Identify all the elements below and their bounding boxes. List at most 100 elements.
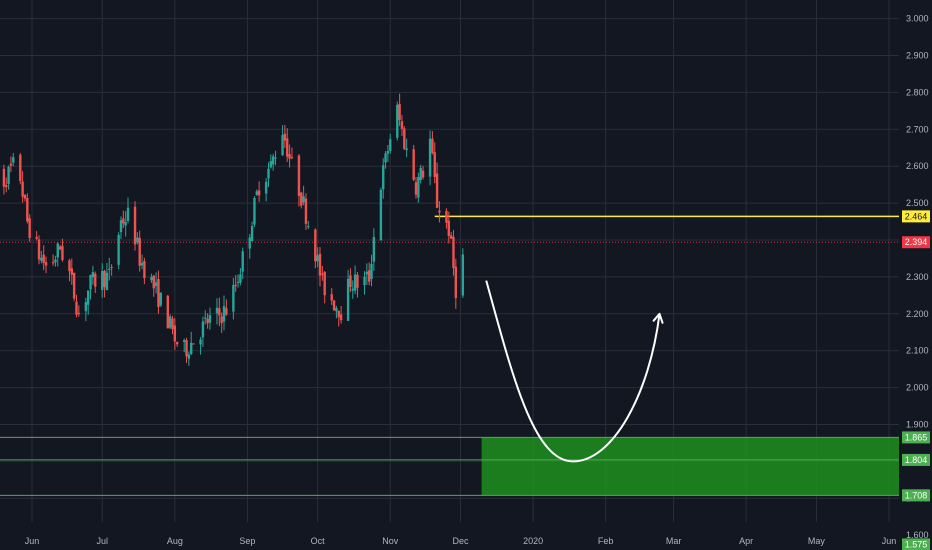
- projection-arrowhead: [652, 312, 664, 324]
- candle-body: [152, 275, 155, 289]
- candle-body: [454, 266, 458, 299]
- candle-body: [447, 220, 450, 236]
- x-tick-label: Mar: [666, 536, 682, 546]
- candle-body: [220, 316, 223, 324]
- candle-body: [190, 342, 193, 355]
- candle-body: [236, 281, 240, 283]
- candle-body: [419, 167, 422, 181]
- candle-body: [75, 301, 78, 315]
- demand-zone: [481, 437, 899, 496]
- candle-body: [201, 321, 205, 338]
- candle-body: [234, 284, 237, 286]
- candle-body: [40, 257, 43, 261]
- candle-body: [117, 234, 120, 265]
- candle-body: [42, 254, 45, 264]
- candle-body: [94, 273, 97, 287]
- x-tick-label: Aug: [167, 536, 183, 546]
- price-tag: [902, 236, 930, 249]
- price-tag-label: 1.575: [905, 539, 928, 549]
- candle-body: [384, 153, 387, 163]
- candle-body: [103, 270, 106, 288]
- candle-body: [44, 262, 48, 266]
- price-tag-label: 2.464: [905, 211, 928, 221]
- candle-body: [349, 275, 352, 288]
- candle-body: [77, 312, 81, 315]
- candle-body: [124, 222, 127, 226]
- candle-body: [119, 220, 123, 233]
- candle-body: [126, 207, 130, 222]
- candle-body: [105, 272, 109, 290]
- candle-body: [400, 121, 404, 129]
- candle-body: [218, 308, 221, 316]
- candle-body: [9, 163, 13, 166]
- candle-body: [300, 192, 303, 206]
- candle-body: [414, 182, 418, 195]
- candle-body: [171, 318, 174, 330]
- candle-body: [363, 276, 366, 286]
- candle-body: [136, 237, 139, 243]
- price-axis[interactable]: [899, 0, 932, 522]
- candle-body: [431, 138, 434, 154]
- candle-body: [26, 197, 29, 222]
- candle-body: [449, 235, 453, 239]
- candle-body: [173, 325, 177, 342]
- price-tags: 2.464 2.394 1.865 1.804 1.708 1.575: [902, 210, 930, 550]
- candle-body: [159, 292, 162, 306]
- candle-body: [396, 104, 399, 138]
- candle-body: [314, 229, 317, 262]
- candle-body: [232, 285, 235, 312]
- candle-body: [389, 139, 392, 151]
- candle-body: [382, 165, 385, 190]
- candle-body: [140, 262, 144, 266]
- price-tag: [902, 538, 930, 550]
- y-tick-label: 2.600: [906, 161, 929, 171]
- candle-body: [7, 166, 10, 185]
- candle-body: [386, 151, 390, 154]
- candle-body: [257, 190, 261, 196]
- projection-curve: [485, 280, 661, 463]
- candle-body: [89, 274, 92, 290]
- candle-body: [143, 261, 146, 279]
- candle-body: [110, 266, 113, 268]
- candle-body: [168, 316, 172, 328]
- candle-body: [438, 210, 441, 213]
- candle-body: [316, 255, 319, 262]
- candle-body: [138, 237, 141, 266]
- candle-body: [461, 254, 465, 296]
- candle-body: [23, 194, 27, 199]
- candle-body: [86, 290, 90, 305]
- y-tick-label: 2.700: [906, 124, 929, 134]
- candle-body: [435, 173, 439, 208]
- candle-body: [267, 168, 270, 179]
- y-tick-label: 2.100: [906, 346, 929, 356]
- candle-body: [403, 128, 406, 149]
- x-tick-label: Jul: [96, 536, 108, 546]
- candle-body: [222, 306, 226, 322]
- candle-body: [204, 317, 207, 319]
- x-tick-label: Feb: [598, 536, 614, 546]
- candle-body: [321, 273, 324, 275]
- candle-body: [250, 226, 254, 242]
- candle-body: [398, 103, 401, 120]
- candle-body: [58, 246, 62, 250]
- x-tick-label: Jun: [882, 536, 897, 546]
- y-tick-label: 2.300: [906, 272, 929, 282]
- x-tick-label: May: [808, 536, 826, 546]
- candle-body: [323, 271, 326, 296]
- candle-body: [445, 210, 448, 223]
- time-axis[interactable]: [0, 522, 899, 550]
- candle-body: [56, 243, 59, 258]
- candle-body: [330, 294, 333, 301]
- candle-body: [335, 308, 338, 312]
- candle-body: [2, 168, 6, 187]
- candle-body: [84, 301, 88, 312]
- candle-body: [379, 189, 383, 241]
- candle-body: [271, 156, 275, 165]
- candle-body: [150, 276, 153, 281]
- x-tick-label: Apr: [739, 536, 753, 546]
- x-tick-label: Sep: [239, 536, 255, 546]
- candle-body: [351, 288, 354, 291]
- candle-body: [253, 197, 256, 225]
- candle-body: [283, 133, 287, 141]
